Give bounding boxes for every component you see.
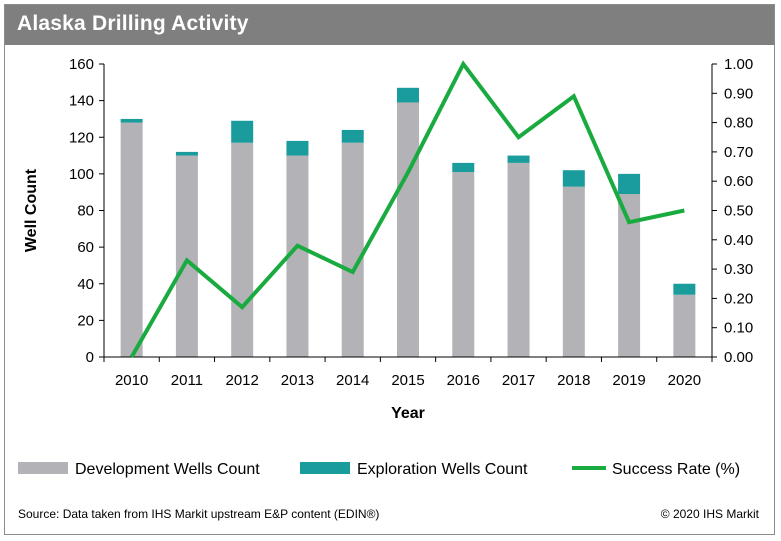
bar-exploration-2019 [618,173,641,195]
legend-success-rate-label: Success Rate (%) [612,461,740,478]
bar-exploration-2020 [673,283,696,295]
labels-layer: 0 20 40 60 80 100 120 140 160 0.00 0.10 0.20 0.30 0.4… [23,56,753,422]
bar-exploration-2015 [397,87,419,103]
bar-development-2010 [120,122,143,357]
x-tick-label: 2019 [612,372,645,389]
y2-tick-label: 0.00 [724,349,753,366]
x-tick-label: 2020 [668,372,701,389]
bar-development-2014 [341,142,364,357]
bar-development-2011 [175,155,198,357]
line-layer [129,60,685,358]
y-tick-label: 60 [77,239,94,256]
y2-tick-label: 0.80 [724,115,753,132]
bar-development-2019 [618,194,641,357]
x-tick-label: 2017 [502,372,535,389]
x-tick-label: 2013 [281,372,314,389]
x-tick-label: 2014 [336,372,369,389]
legend: Development Wells Count Exploration Wells… [18,461,740,478]
y2-tick-label: 0.40 [724,232,753,249]
bar-development-2020 [673,294,696,357]
bar-exploration-2013 [286,140,309,156]
legend-exploration-swatch [300,462,350,474]
y2-tick-label: 0.90 [724,85,753,102]
bars-layer [120,87,696,357]
bar-development-2012 [231,142,254,357]
source-note: Source: Data taken from IHS Markit upstr… [18,507,380,521]
y-tick-label: 100 [69,166,94,183]
bar-exploration-2017 [507,155,530,163]
legend-development-swatch [18,462,68,474]
axes-layer [99,63,717,362]
x-tick-label: 2011 [171,372,203,389]
bar-exploration-2014 [341,129,364,143]
legend-development-label: Development Wells Count [75,461,260,478]
x-tick-label: 2010 [115,372,148,389]
y2-tick-label: 0.50 [724,203,753,220]
bar-development-2018 [562,186,585,357]
x-axis-title: Year [391,405,425,422]
y-tick-label: 120 [69,129,94,146]
bar-development-2017 [507,162,530,357]
y-tick-label: 20 [77,312,94,329]
chart-title: Alaska Drilling Activity [17,12,249,35]
y2-tick-label: 1.00 [724,56,753,73]
y-tick-label: 40 [77,276,94,293]
y2-tick-label: 0.70 [724,144,753,161]
bar-exploration-2011 [175,151,198,156]
copyright-note: © 2020 IHS Markit [660,507,759,521]
y-tick-label: 0 [86,349,94,366]
y-tick-label: 160 [69,56,94,73]
bar-exploration-2010 [120,118,143,123]
y-tick-label: 80 [77,203,94,220]
y2-tick-label: 0.30 [724,261,753,278]
x-tick-label: 2016 [447,372,480,389]
y-axis-title: Well Count [23,168,40,252]
bar-exploration-2016 [452,162,475,173]
bar-exploration-2018 [562,170,585,187]
bar-exploration-2012 [231,120,254,143]
x-tick-label: 2015 [391,372,424,389]
legend-exploration-label: Exploration Wells Count [357,461,528,478]
y2-tick-label: 0.20 [724,290,753,307]
success-rate-line [129,60,685,358]
y2-tick-label: 0.60 [724,173,753,190]
legend-development: Development Wells Count [18,461,260,478]
legend-exploration: Exploration Wells Count [300,461,528,478]
bar-development-2016 [452,172,475,357]
x-tick-label: 2012 [225,372,258,389]
bar-development-2015 [397,102,419,357]
legend-success-rate: Success Rate (%) [572,461,740,478]
title-bar: Alaska Drilling Activity [5,5,774,45]
y-tick-label: 140 [69,93,94,110]
x-tick-label: 2018 [557,372,590,389]
y2-tick-label: 0.10 [724,320,753,337]
bar-development-2013 [286,155,309,357]
